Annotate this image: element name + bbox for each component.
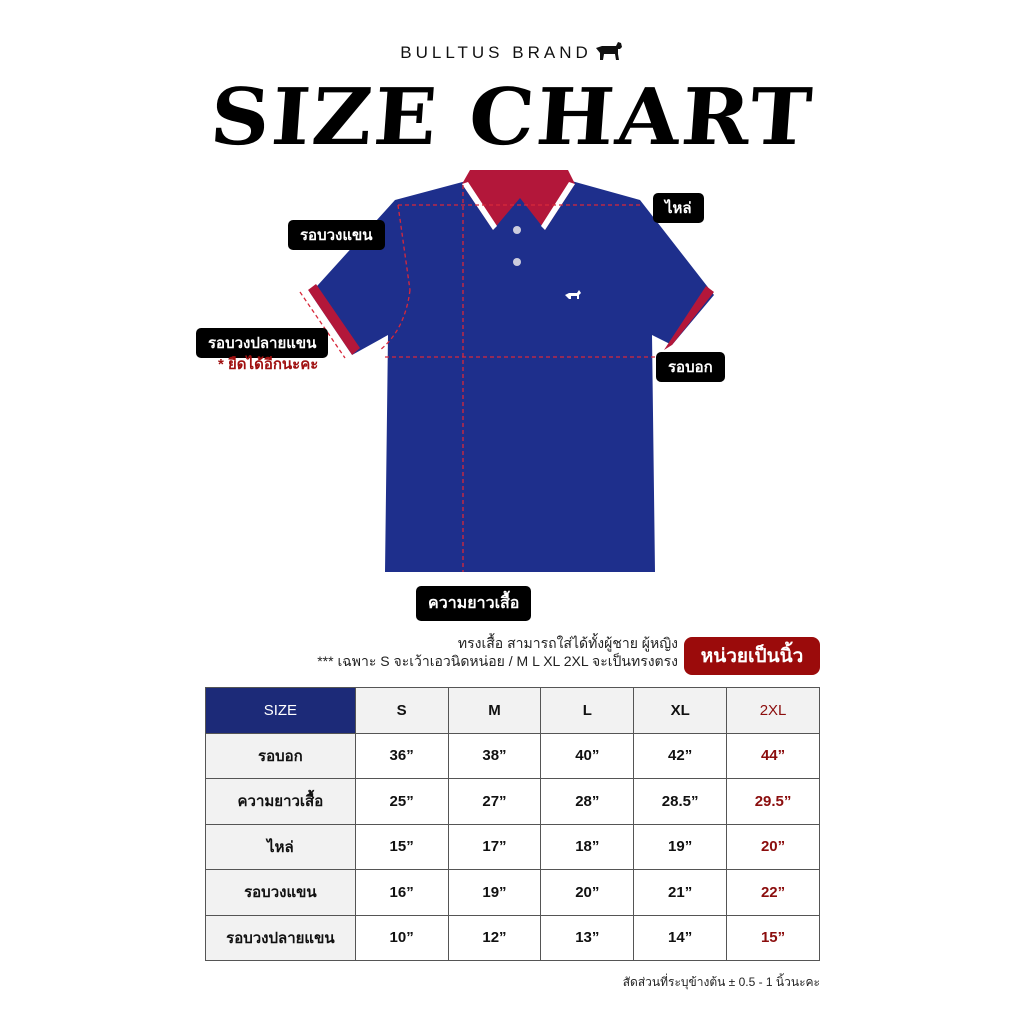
table-cell: 44”	[726, 732, 820, 779]
description: ทรงเสื้อ สามารถใส่ได้ทั้งผู้ชาย ผู้หญิง …	[317, 634, 678, 670]
table-cell: 42”	[633, 732, 728, 779]
header-cell: 2XL	[726, 687, 820, 734]
table-cell: 27”	[447, 778, 542, 825]
label-chest: รอบอก	[656, 352, 725, 382]
table-cell: 29.5”	[726, 778, 820, 825]
row-label: รอบวงแขน	[205, 869, 356, 916]
table-cell: 22”	[726, 869, 820, 916]
table-cell: 21”	[633, 869, 728, 916]
row-label: ไหล่	[205, 823, 356, 870]
table-row: รอบวงแขน 16” 19” 20” 21” 22”	[205, 869, 820, 916]
label-length: ความยาวเสื้อ	[416, 586, 532, 621]
brand-name: BULLTUS BRAND	[0, 40, 1024, 63]
table-row: รอบวงปลายแขน 10” 12” 13” 14” 15”	[205, 914, 820, 961]
unit-badge: หน่วยเป็นนิ้ว	[684, 637, 820, 675]
label-armhole: รอบวงแขน	[288, 220, 385, 250]
brand-text: BULLTUS BRAND	[400, 43, 592, 62]
stretch-note: * ยืดได้อีกนะคะ	[218, 356, 319, 373]
header-cell: S	[354, 687, 449, 734]
table-row: รอบอก 36” 38” 40” 42” 44”	[205, 732, 820, 779]
table-cell: 17”	[447, 823, 542, 870]
row-label: รอบวงปลายแขน	[205, 914, 356, 961]
table-cell: 12”	[447, 914, 542, 961]
table-cell: 36”	[354, 732, 449, 779]
label-sleeve-opening: รอบวงปลายแขน	[196, 328, 329, 358]
header-cell: SIZE	[205, 687, 356, 734]
table-cell: 15”	[354, 823, 449, 870]
table-cell: 20”	[540, 869, 635, 916]
page-title: SIZE CHART	[207, 72, 817, 163]
row-label: ความยาวเสื้อ	[205, 778, 356, 825]
row-label: รอบอก	[205, 732, 356, 779]
table-cell: 19”	[447, 869, 542, 916]
table-cell: 10”	[354, 914, 449, 961]
table-cell: 28.5”	[633, 778, 728, 825]
table-row: ความยาวเสื้อ 25” 27” 28” 28.5” 29.5”	[205, 778, 820, 825]
description-line-1: ทรงเสื้อ สามารถใส่ได้ทั้งผู้ชาย ผู้หญิง	[457, 635, 678, 651]
label-shoulder: ไหล่	[653, 193, 704, 223]
table-cell: 19”	[633, 823, 728, 870]
table-cell: 13”	[540, 914, 635, 961]
table-row: ไหล่ 15” 17” 18” 19” 20”	[205, 823, 820, 870]
table-cell: 18”	[540, 823, 635, 870]
table-cell: 16”	[354, 869, 449, 916]
table-header-row: SIZE S M L XL 2XL	[205, 687, 820, 734]
dog-logo-icon	[595, 42, 622, 60]
table-cell: 25”	[354, 778, 449, 825]
table-cell: 28”	[540, 778, 635, 825]
table-cell: 38”	[447, 732, 542, 779]
size-table: SIZE S M L XL 2XL รอบอก 36” 38” 40” 42” 44” คว…	[205, 687, 820, 961]
table-cell: 15”	[726, 914, 820, 961]
description-line-2: *** เฉพาะ S จะเว้าเอวนิดหน่อย / M L XL 2…	[317, 653, 678, 669]
footnote: สัดส่วนที่ระบุข้างต้น ± 0.5 - 1 นิ้วนะคะ	[622, 975, 820, 989]
table-cell: 40”	[540, 732, 635, 779]
table-cell: 20”	[726, 823, 820, 870]
header-cell: M	[447, 687, 542, 734]
header-cell: XL	[633, 687, 728, 734]
header-cell: L	[540, 687, 635, 734]
table-cell: 14”	[633, 914, 728, 961]
polo-shirt-illustration	[299, 170, 714, 572]
